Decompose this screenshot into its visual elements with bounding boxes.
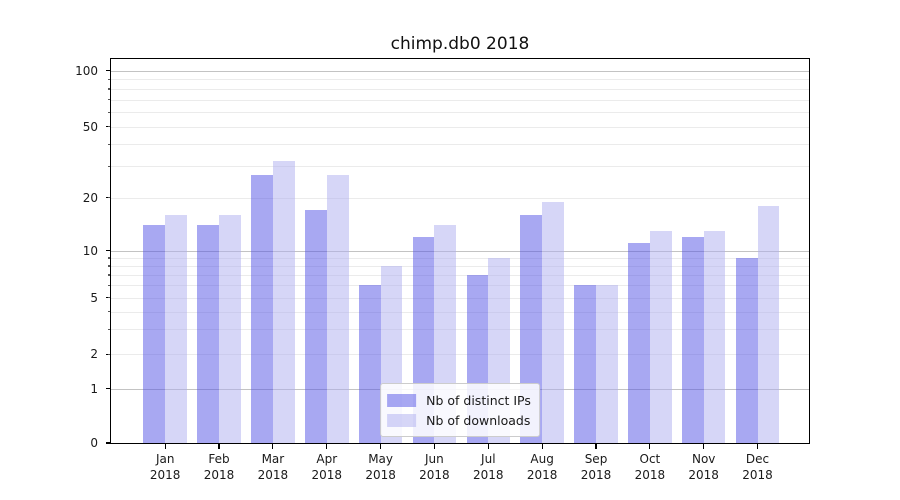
y-minor-tick-mark-9: [107, 257, 110, 259]
y-minor-tick-mark-90: [107, 78, 110, 81]
bar-may-distinct-ips: [358, 285, 381, 443]
y-minor-tick-mark-8: [107, 265, 110, 267]
x-tick-mark-nov: [703, 444, 705, 449]
legend-swatch-distinct-ips: [387, 393, 417, 407]
y-tick-mark-0: [105, 442, 110, 444]
gridline-10: [111, 250, 809, 252]
y-tick-label-20: 20: [82, 190, 98, 205]
x-tick-label-mar: Mar 2018: [257, 452, 289, 482]
x-tick-label-jun: Jun 2018: [419, 452, 450, 482]
legend-swatch-downloads: [387, 413, 417, 427]
x-tick-label-aug: Aug 2018: [526, 452, 558, 482]
bar-apr-distinct-ips: [304, 210, 327, 443]
gridline-3: [111, 329, 809, 331]
y-tick-label-1: 1: [90, 381, 98, 396]
gridline-80: [111, 88, 809, 90]
bar-jan-distinct-ips: [143, 225, 166, 443]
x-tick-mark-jan: [164, 444, 166, 449]
x-tick-mark-apr: [326, 444, 328, 449]
y-minor-tick-mark-3: [107, 328, 110, 331]
y-minor-tick-mark-80: [107, 88, 110, 90]
gridline-60: [111, 112, 809, 113]
bar-nov-distinct-ips: [681, 236, 704, 443]
x-tick-mark-dec: [756, 444, 759, 449]
y-tick-label-10: 10: [82, 243, 98, 258]
bar-apr-downloads: [326, 174, 349, 443]
y-tick-mark-1: [105, 388, 110, 390]
bar-dec-downloads: [757, 205, 780, 443]
y-minor-tick-mark-6: [107, 284, 110, 287]
x-tick-label-apr: Apr 2018: [311, 452, 343, 482]
x-tick-mark-oct: [649, 444, 651, 449]
plot-area: Nb of distinct IPs Nb of downloads: [110, 57, 810, 444]
x-tick-label-feb: Feb 2018: [203, 452, 235, 482]
legend-item-distinct-ips: Nb of distinct IPs: [387, 390, 531, 410]
bar-aug-downloads: [542, 201, 564, 443]
gridline-100: [111, 70, 809, 72]
bar-mar-downloads: [272, 161, 295, 443]
y-tick-label-0: 0: [90, 436, 98, 450]
x-tick-mark-may: [380, 444, 382, 449]
x-tick-mark-sep: [595, 444, 597, 449]
y-minor-tick-mark-30: [107, 165, 110, 167]
x-tick-label-sep: Sep 2018: [580, 452, 612, 482]
y-minor-tick-mark-20: [107, 197, 110, 199]
legend: Nb of distinct IPs Nb of downloads: [380, 383, 540, 437]
bar-oct-distinct-ips: [628, 243, 650, 443]
y-tick-label-50: 50: [82, 119, 98, 134]
y-minor-tick-mark-70: [107, 99, 110, 101]
x-tick-label-oct: Oct 2018: [634, 452, 666, 482]
y-minor-tick-mark-5: [107, 297, 110, 299]
x-tick-mark-aug: [541, 444, 543, 449]
gridline-9: [111, 257, 809, 259]
gridline-5: [111, 297, 809, 299]
x-tick-mark-jun: [433, 444, 435, 449]
y-minor-tick-mark-2: [107, 353, 110, 356]
y-tick-label-2: 2: [90, 347, 98, 362]
bar-jan-downloads: [165, 214, 187, 443]
x-tick-label-nov: Nov 2018: [688, 452, 719, 482]
y-minor-tick-mark-7: [107, 274, 110, 276]
legend-label-distinct-ips: Nb of distinct IPs: [426, 392, 531, 408]
y-tick-mark-100: [105, 70, 110, 72]
gridline-70: [111, 99, 809, 101]
x-tick-mark-mar: [272, 444, 274, 449]
bar-dec-distinct-ips: [735, 257, 758, 443]
y-minor-tick-mark-50: [107, 126, 110, 128]
x-tick-mark-jul: [487, 444, 489, 449]
legend-item-downloads: Nb of downloads: [387, 410, 531, 430]
legend-label-downloads: Nb of downloads: [426, 412, 531, 428]
x-tick-label-jan: Jan 2018: [149, 452, 181, 482]
bar-oct-downloads: [649, 230, 672, 443]
x-tick-mark-feb: [218, 444, 220, 449]
bar-sep-downloads: [596, 285, 618, 443]
y-minor-tick-mark-60: [107, 111, 110, 113]
y-minor-tick-mark-40: [107, 143, 110, 145]
chart-title: chimp.db0 2018: [390, 34, 530, 54]
bar-feb-distinct-ips: [197, 225, 220, 443]
gridline-2: [111, 354, 809, 356]
bar-nov-downloads: [703, 230, 726, 443]
gridline-90: [111, 79, 809, 81]
y-tick-mark-10: [105, 250, 110, 252]
gridline-40: [111, 144, 809, 145]
bar-sep-distinct-ips: [574, 285, 596, 443]
bar-feb-downloads: [219, 214, 241, 443]
gridline-20: [111, 197, 809, 199]
gridline-8: [111, 265, 809, 267]
gridline-50: [111, 126, 809, 128]
x-tick-label-jul: Jul 2018: [473, 452, 504, 482]
x-tick-label-may: May 2018: [365, 452, 396, 482]
bar-mar-distinct-ips: [251, 174, 273, 443]
x-tick-label-dec: Dec 2018: [742, 452, 773, 482]
gridline-30: [111, 166, 809, 168]
gridline-4: [111, 311, 809, 313]
y-minor-tick-mark-4: [107, 311, 110, 313]
gridline-6: [111, 285, 809, 287]
y-tick-label-100: 100: [75, 63, 98, 78]
gridline-7: [111, 274, 809, 276]
y-tick-label-5: 5: [90, 290, 98, 305]
